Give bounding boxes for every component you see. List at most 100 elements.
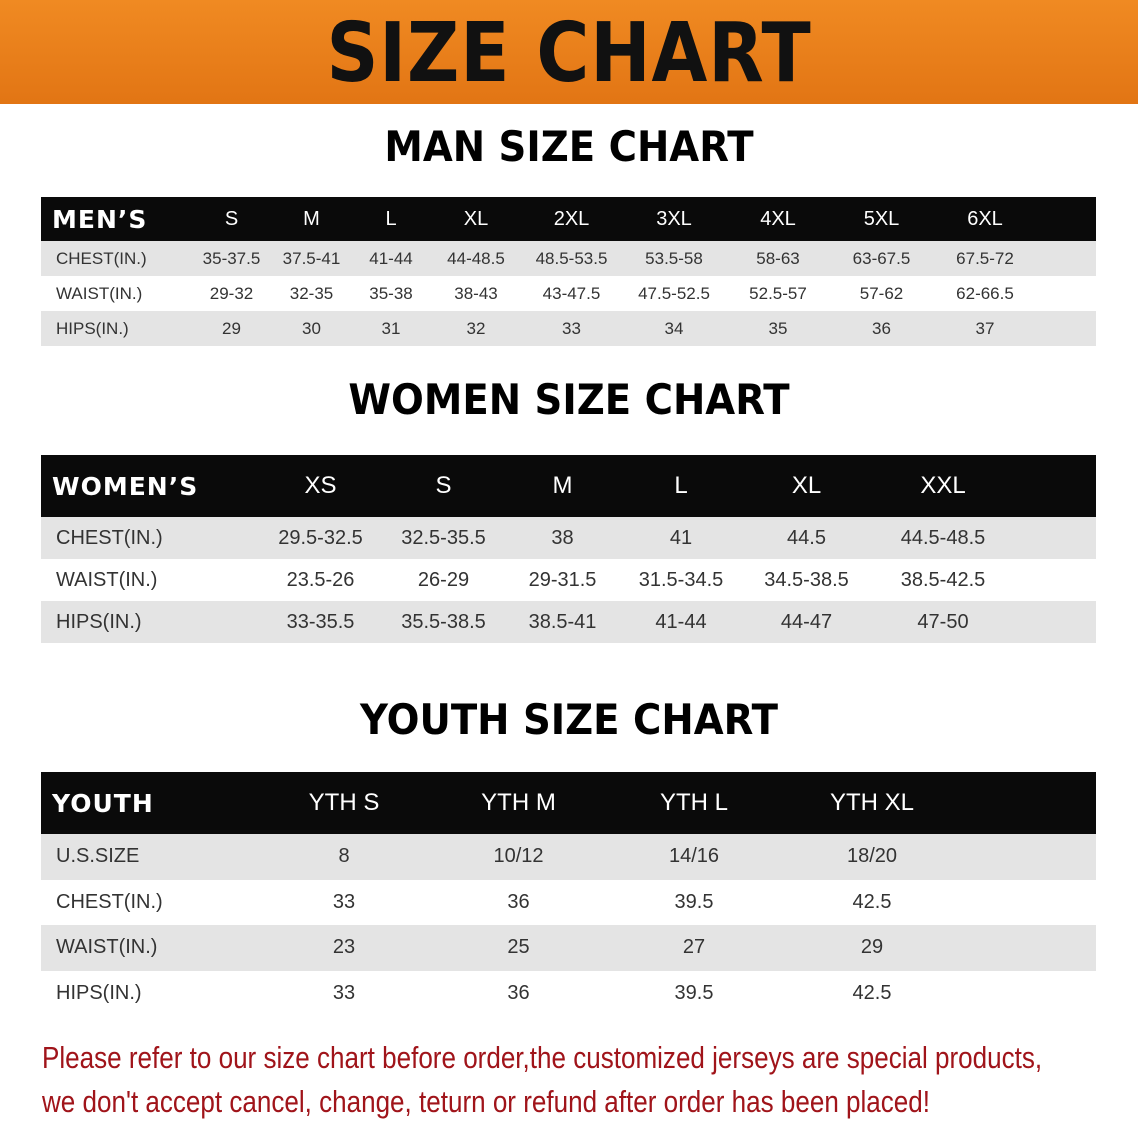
size-header-cell: L xyxy=(385,207,397,230)
table-cell: 42.5 xyxy=(852,981,892,1004)
table-cell: 36 xyxy=(872,318,891,338)
size-header-cell: YTH M xyxy=(481,789,556,816)
table-cell: 32-35 xyxy=(289,283,334,303)
size-header-cell: XS xyxy=(304,472,337,499)
table-row: WAIST(IN.) 23.5-26 26-29 29-31.5 31.5-34.5 34… xyxy=(41,559,1096,601)
table-cell: 48.5-53.5 xyxy=(535,248,608,268)
size-header-cell: M xyxy=(303,207,320,230)
order-notice-line-1: Please refer to our size chart before or… xyxy=(42,1040,1043,1075)
table-cell: 35-37.5 xyxy=(202,248,261,268)
table-cell: 44-47 xyxy=(780,610,833,633)
table-cell: 31 xyxy=(381,318,401,338)
table-row: U.S.SIZE 8 10/12 14/16 18/20 xyxy=(41,834,1096,880)
table-cell: 37 xyxy=(975,318,995,338)
men-size-table: MEN’S S M L XL 2XL 3XL 4XL 5XL 6XL CHEST(IN.) 35-37… xyxy=(41,197,1096,346)
size-header-cell: M xyxy=(552,472,573,499)
table-cell: 41-44 xyxy=(655,610,707,633)
table-cell: 44.5-48.5 xyxy=(900,526,986,549)
size-header-cell: 2XL xyxy=(553,207,590,230)
table-cell: 38.5-41 xyxy=(528,610,597,633)
row-label: CHEST(IN.) xyxy=(56,890,163,913)
table-cell: 30 xyxy=(302,318,321,338)
table-cell: 38-43 xyxy=(454,283,498,303)
table-cell: 33 xyxy=(332,981,356,1004)
table-cell: 38.5-42.5 xyxy=(900,568,986,591)
women-section-title: WOMEN SIZE CHART xyxy=(348,375,790,424)
table-header-row: YOUTH YTH S YTH M YTH L YTH XL xyxy=(41,772,1096,834)
row-label: HIPS(IN.) xyxy=(56,318,129,338)
table-row: WAIST(IN.) 29-32 32-35 35-38 38-43 43-47.5 47.… xyxy=(41,276,1096,311)
table-cell: 34.5-38.5 xyxy=(764,568,849,591)
table-cell: 26-29 xyxy=(417,568,470,591)
table-cell: 67.5-72 xyxy=(956,248,1014,268)
table-cell: 39.5 xyxy=(674,890,714,913)
table-cell: 42.5 xyxy=(852,890,892,913)
youth-size-table: YOUTH YTH S YTH M YTH L YTH XL U.S.SIZE 8 10/12… xyxy=(41,772,1096,1016)
banner-title: SIZE CHART xyxy=(326,6,812,101)
table-cell: 63-67.5 xyxy=(852,248,911,268)
size-header-cell: XXL xyxy=(920,472,966,499)
size-header-cell: 4XL xyxy=(760,207,796,230)
table-header-row: WOMEN’S XS S M L XL XXL xyxy=(41,455,1096,517)
size-header-cell: YTH L xyxy=(659,789,728,816)
women-size-table: WOMEN’S XS S M L XL XXL CHEST(IN.) 29.5-32.5 32.5… xyxy=(41,455,1096,643)
table-cell: 44-48.5 xyxy=(447,248,505,268)
row-label: WAIST(IN.) xyxy=(56,936,158,959)
table-cell: 33 xyxy=(562,318,581,338)
table-header-label: MEN’S xyxy=(52,204,148,234)
table-cell: 62-66.5 xyxy=(956,283,1014,303)
table-cell: 57-62 xyxy=(859,283,904,303)
table-cell: 32 xyxy=(466,318,486,338)
table-cell: 41 xyxy=(669,526,693,549)
row-label: WAIST(IN.) xyxy=(56,568,158,591)
table-cell: 32.5-35.5 xyxy=(401,526,486,549)
table-header-row: MEN’S S M L XL 2XL 3XL 4XL 5XL 6XL xyxy=(41,197,1096,241)
table-cell: 29 xyxy=(222,318,241,338)
table-cell: 39.5 xyxy=(674,981,714,1004)
table-row: HIPS(IN.) 33-35.5 35.5-38.5 38.5-41 41-44 44-… xyxy=(41,601,1096,643)
table-cell: 53.5-58 xyxy=(645,248,703,268)
size-header-cell: S xyxy=(224,207,239,230)
table-cell: 47-50 xyxy=(917,610,969,633)
size-header-cell: YTH XL xyxy=(829,789,915,816)
table-row: CHEST(IN.) 29.5-32.5 32.5-35.5 38 41 44.5 44.5… xyxy=(41,517,1096,559)
table-cell: 29.5-32.5 xyxy=(278,526,363,549)
size-header-cell: 6XL xyxy=(967,207,1003,230)
table-cell: 31.5-34.5 xyxy=(638,568,724,591)
order-notice: Please refer to our size chart before or… xyxy=(42,1036,1043,1124)
table-cell: 29-32 xyxy=(209,283,254,303)
table-cell: 33-35.5 xyxy=(286,610,355,633)
table-cell: 23.5-26 xyxy=(286,568,355,591)
size-header-cell: L xyxy=(674,472,688,499)
row-label: HIPS(IN.) xyxy=(56,981,142,1004)
youth-section-title: YOUTH SIZE CHART xyxy=(359,695,779,744)
table-cell: 35-38 xyxy=(369,283,413,303)
table-cell: 33 xyxy=(332,890,356,913)
table-cell: 36 xyxy=(507,981,530,1004)
table-cell: 29 xyxy=(860,936,884,959)
table-header-label: WOMEN’S xyxy=(52,471,199,501)
row-label: CHEST(IN.) xyxy=(56,248,147,268)
size-header-cell: XL xyxy=(463,207,489,230)
table-cell: 47.5-52.5 xyxy=(638,283,710,303)
table-cell: 41-44 xyxy=(369,248,413,268)
table-cell: 43-47.5 xyxy=(542,283,601,303)
order-notice-line-2: we don't accept cancel, change, teturn o… xyxy=(42,1084,931,1119)
table-cell: 34 xyxy=(664,318,684,338)
size-header-cell: 5XL xyxy=(863,207,900,230)
table-cell: 35 xyxy=(768,318,788,338)
table-cell: 10/12 xyxy=(493,845,544,868)
table-cell: 35.5-38.5 xyxy=(401,610,486,633)
table-cell: 8 xyxy=(338,845,350,868)
size-header-cell: S xyxy=(435,472,452,499)
table-row: CHEST(IN.) 35-37.5 37.5-41 41-44 44-48.5 48.5… xyxy=(41,241,1096,276)
table-cell: 52.5-57 xyxy=(749,283,807,303)
table-header-label: YOUTH xyxy=(52,788,154,818)
table-cell: 44.5 xyxy=(787,526,826,549)
table-row: CHEST(IN.) 33 36 39.5 42.5 xyxy=(41,879,1096,925)
table-cell: 36 xyxy=(507,890,530,913)
row-label: CHEST(IN.) xyxy=(56,526,163,549)
table-row: HIPS(IN.) 33 36 39.5 42.5 xyxy=(41,970,1096,1016)
size-header-cell: XL xyxy=(791,472,822,499)
men-section-title: MAN SIZE CHART xyxy=(384,122,754,171)
